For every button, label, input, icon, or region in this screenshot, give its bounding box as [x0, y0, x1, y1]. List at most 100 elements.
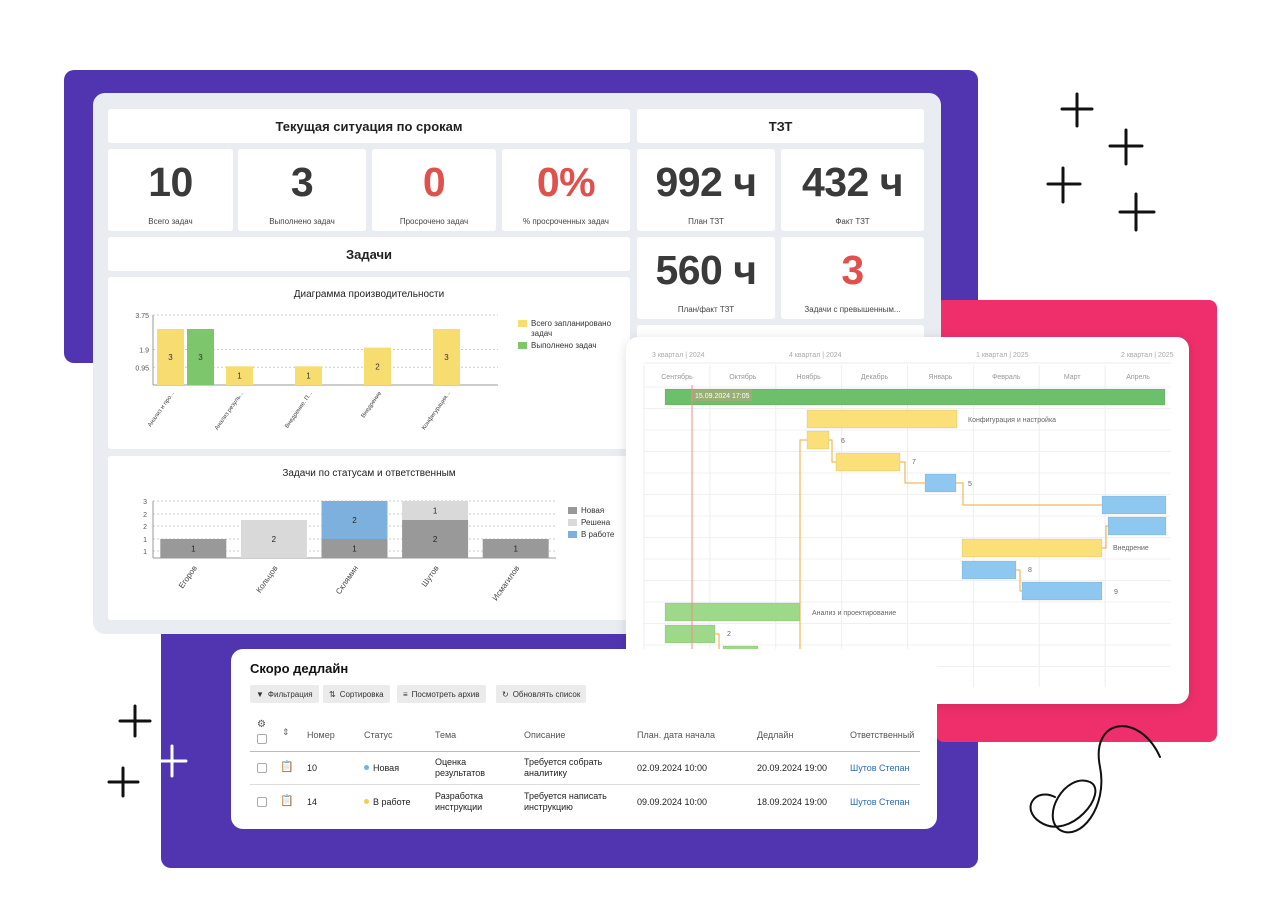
- gantt-task-bar: [961, 538, 1103, 558]
- kpi-plan-fact-tzt[interactable]: 560 ч План/факт ТЗТ: [637, 237, 775, 319]
- divider: [250, 751, 920, 752]
- status-chart-card: Задачи по статусам и ответственным 3 2 2 1 1…: [108, 456, 630, 620]
- status-dot: [364, 765, 369, 770]
- bar-value-label: 2: [352, 516, 357, 525]
- button-label: Сортировка: [339, 689, 384, 699]
- filter-button[interactable]: ▼ Фильтрация: [250, 685, 319, 703]
- bar-value-label: 3: [198, 353, 203, 362]
- y-tick-label: 1: [143, 537, 147, 544]
- tzt-section-header: ТЗТ: [637, 109, 924, 143]
- column-header[interactable]: План. дата начала: [637, 730, 716, 740]
- bar-value-label: 1: [191, 545, 196, 554]
- column-header[interactable]: Номер: [307, 730, 335, 740]
- kpi-completed-tasks[interactable]: 3 Выполнено задач: [238, 149, 366, 231]
- gantt-task-number: 9: [1114, 589, 1118, 596]
- legend-swatch: [568, 507, 577, 514]
- row-checkbox[interactable]: [257, 797, 267, 807]
- bar: [295, 366, 322, 385]
- bar-value-label: 2: [433, 535, 438, 544]
- gantt-task-bar: [1021, 581, 1103, 601]
- row-topic: Разработка инструкции: [435, 791, 483, 812]
- x-tick-label: Анализ и про...: [147, 390, 176, 428]
- table-title: Скоро дедлайн: [250, 661, 349, 676]
- gantt-dependency-arrow: [956, 482, 1102, 506]
- clipboard-icon[interactable]: 📋: [280, 795, 294, 807]
- legend-swatch: [568, 531, 577, 538]
- deadlines-section-header: Текущая ситуация по срокам: [108, 109, 630, 143]
- refresh-icon: ↻: [502, 689, 509, 699]
- y-tick-label: 3.75: [135, 313, 149, 320]
- x-tick-label: Внедрение. П...: [284, 390, 314, 429]
- gantt-month-label: Сентябрь: [661, 373, 693, 381]
- clipboard-icon[interactable]: 📋: [280, 761, 294, 773]
- kpi-value: 0%: [536, 159, 596, 205]
- chart-title: Диаграмма производительности: [293, 289, 445, 300]
- legend-swatch: [518, 342, 527, 349]
- tasks-section-header: Задачи: [108, 237, 630, 271]
- bar-value-label: 3: [444, 353, 449, 362]
- row-number: 14: [307, 797, 318, 807]
- row-deadline: 20.09.2024 19:00: [757, 763, 828, 773]
- bar-value-label: 1: [433, 507, 438, 516]
- x-tick-label: Егоров: [177, 564, 199, 590]
- row-status: Новая: [364, 763, 399, 774]
- gantt-dependency-arrow: [799, 439, 807, 676]
- row-owner-link[interactable]: Шутов Степан: [850, 797, 910, 807]
- refresh-button[interactable]: ↻ Обновлять список: [496, 685, 587, 703]
- kpi-exceeded-tasks[interactable]: 3 Задачи с превышенным...: [781, 237, 924, 319]
- x-tick-label: Исмагилов: [491, 564, 522, 602]
- kpi-value: 0: [422, 159, 446, 205]
- gantt-task-number: 8: [1028, 567, 1032, 574]
- gantt-month-label: Октябрь: [729, 373, 756, 381]
- sparkle-decoration-left-icon: [107, 704, 188, 798]
- sparkle-decoration-icon: [1046, 92, 1156, 232]
- kpi-total-tasks[interactable]: 10 Всего задач: [108, 149, 233, 231]
- column-header[interactable]: Описание: [524, 730, 566, 740]
- gantt-task-number: 5: [968, 481, 972, 488]
- stacked-bar-segment: [321, 539, 388, 558]
- stacked-bar-segment: [240, 520, 307, 558]
- sort-toggle-icon[interactable]: ⇕: [282, 727, 290, 737]
- gantt-today-label: 15.09.2024 17:05: [695, 393, 750, 400]
- gantt-month-label: Апрель: [1126, 374, 1150, 381]
- sort-button[interactable]: ⇅ Сортировка: [323, 685, 390, 703]
- gantt-dependency-arrow: [1016, 569, 1022, 592]
- divider: [250, 784, 920, 785]
- kpi-plan-tzt[interactable]: 992 ч План ТЗТ: [637, 149, 775, 231]
- button-label: Посмотреть архив: [411, 689, 480, 699]
- section-title: Задачи: [345, 246, 393, 262]
- gantt-month-label: Февраль: [992, 374, 1021, 381]
- column-header[interactable]: Тема: [435, 730, 457, 740]
- status-label: Новая: [373, 763, 400, 773]
- column-header[interactable]: Ответственный: [850, 730, 915, 740]
- bar-value-label: 2: [272, 535, 277, 544]
- x-tick-label: Склямин: [334, 564, 360, 596]
- kpi-fact-tzt[interactable]: 432 ч Факт ТЗТ: [781, 149, 924, 231]
- deadline-table-card: Скоро дедлайн ▼ Фильтрация ⇅ Сортировка ≡ П…: [231, 649, 937, 829]
- legend-swatch: [518, 320, 527, 327]
- row-owner-link[interactable]: Шутов Степан: [850, 763, 910, 773]
- column-header[interactable]: Статус: [364, 730, 393, 740]
- archive-button[interactable]: ≡ Посмотреть архив: [397, 685, 486, 703]
- gantt-dependency-arrow: [1102, 525, 1108, 549]
- kpi-overdue-tasks[interactable]: 0 Просрочено задач: [372, 149, 496, 231]
- y-tick-label: 3: [143, 499, 147, 506]
- select-all-checkbox[interactable]: [257, 734, 267, 744]
- bar: [433, 329, 460, 385]
- kpi-value: 3: [841, 247, 864, 293]
- gantt-task-label: Внедрение: [1113, 545, 1149, 552]
- gantt-quarter-label: 2 квартал | 2025: [1121, 352, 1174, 359]
- x-tick-label: Конфигурация...: [421, 390, 452, 431]
- row-checkbox[interactable]: [257, 763, 267, 773]
- bar: [364, 347, 391, 385]
- gantt-today-badge: [692, 389, 752, 401]
- gantt-task-bar: [924, 473, 957, 493]
- y-tick-label: 1.9: [139, 348, 149, 355]
- kpi-overdue-percent[interactable]: 0% % просроченных задач: [502, 149, 630, 231]
- section-title: ТЗТ: [768, 118, 793, 134]
- row-topic: Оценка результатов: [435, 757, 486, 778]
- gantt-task-number: 7: [912, 459, 916, 466]
- gantt-quarter-label: 3 квартал | 2024: [652, 352, 705, 359]
- column-header[interactable]: Дедлайн: [757, 730, 794, 740]
- settings-icon[interactable]: ⚙: [257, 719, 266, 730]
